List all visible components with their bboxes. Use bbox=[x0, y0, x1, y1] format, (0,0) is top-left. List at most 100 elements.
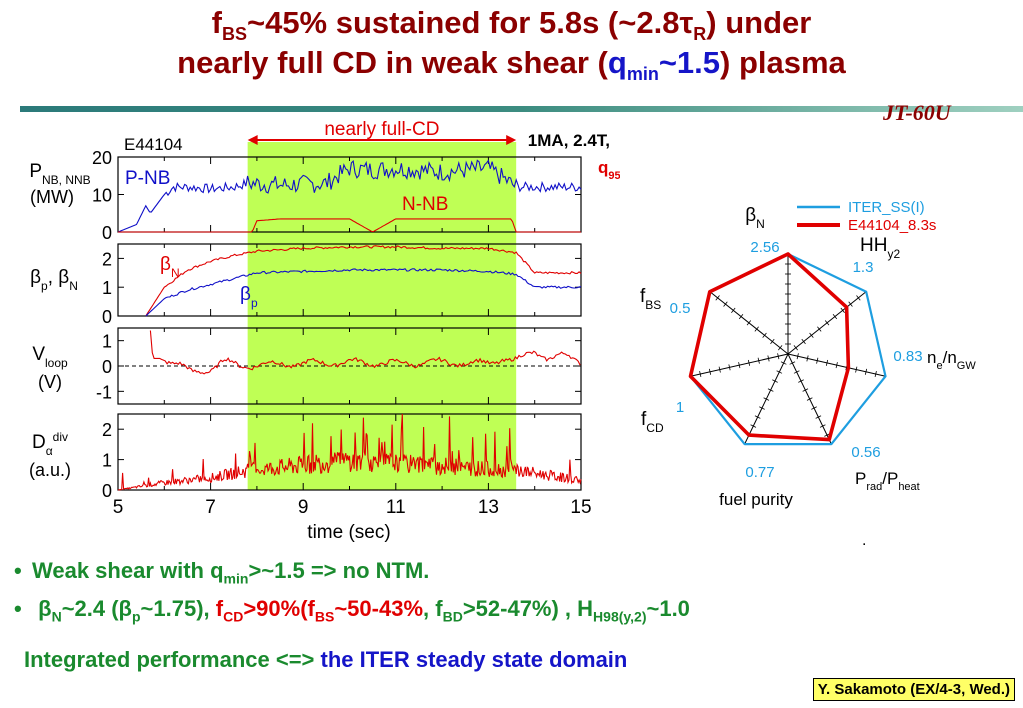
citation-box: Y. Sakamoto (EX/4-3, Wed.) bbox=[812, 678, 1015, 701]
ytick-label-2-1: 0 bbox=[102, 357, 112, 377]
radar-spoke-tick bbox=[731, 307, 736, 313]
ytick-label-1-1: 1 bbox=[102, 278, 112, 298]
conditions-line-1: 1MA, 2.4T, bbox=[528, 131, 610, 150]
ytick-label-3-2: 0 bbox=[102, 481, 112, 501]
radar-spoke-tick bbox=[746, 320, 752, 326]
radar-spoke-tick bbox=[757, 357, 760, 364]
radar-value-5: 1 bbox=[676, 399, 684, 416]
title-divider bbox=[20, 106, 1023, 112]
radar-spoke-tick bbox=[699, 371, 702, 378]
xtick-label-5: 5 bbox=[113, 497, 124, 518]
radar-spoke-tick bbox=[840, 307, 845, 313]
radar-series-1 bbox=[688, 252, 851, 442]
radar-spoke-tick bbox=[718, 366, 721, 373]
shot-number: E44104 bbox=[124, 135, 183, 154]
ylabel-dalpha: Dαdiv bbox=[32, 430, 68, 458]
radar-spoke-tick bbox=[776, 370, 783, 374]
radar-spoke-tick bbox=[811, 406, 817, 410]
radar-spoke-tick bbox=[856, 295, 861, 301]
slide-title-line-2: nearly full CD in weak shear (qmin~1.5) … bbox=[177, 45, 846, 85]
series-label-nnb: N-NB bbox=[402, 194, 448, 215]
radar-spoke-tick bbox=[801, 338, 806, 345]
radar-spoke-tick bbox=[777, 345, 783, 351]
bullet-performance: • βN~2.4 (βp~1.75), fCD>90%(fBS~50-43%, … bbox=[14, 596, 690, 625]
series-1-1 bbox=[145, 268, 582, 317]
radar-chart: ITER_SS(I)E44104_8.3s 2.56 1.3 0.83 0.56 0.77… bbox=[640, 199, 976, 549]
radar-spoke-tick bbox=[780, 361, 787, 365]
band-label: nearly full-CD bbox=[324, 120, 439, 140]
radar-spoke-tick bbox=[874, 371, 877, 378]
radar-spoke-tick bbox=[754, 326, 759, 332]
radar-spoke-tick bbox=[750, 424, 757, 428]
band-arrowhead-right bbox=[506, 135, 517, 145]
radar-spoke-tick bbox=[835, 362, 838, 369]
radar-spoke-tick bbox=[824, 320, 830, 326]
radar-spoke-tick bbox=[728, 364, 731, 371]
integrated-performance-line: Integrated performance <=> the ITER stea… bbox=[24, 647, 628, 672]
ylabel-pnb-unit: (MW) bbox=[30, 187, 74, 207]
xtick-label-13: 13 bbox=[478, 497, 499, 518]
radar-spoke-tick bbox=[798, 379, 804, 383]
xtick-label-11: 11 bbox=[386, 497, 406, 518]
ylabel-vloop: Vloop bbox=[32, 344, 68, 370]
radar-spoke-tick bbox=[806, 355, 809, 362]
radar-spoke-tick bbox=[855, 366, 858, 373]
radar-spoke-tick bbox=[789, 361, 796, 365]
radar-axis-betaN: βN bbox=[745, 205, 765, 231]
ytick-label-0-1: 10 bbox=[92, 186, 112, 206]
radar-legend-label-1: E44104_8.3s bbox=[848, 217, 936, 234]
jt60u-logo: JT-60U bbox=[883, 100, 951, 125]
series-label-pnb: P-NB bbox=[125, 168, 170, 189]
ytick-label-0-2: 0 bbox=[102, 223, 112, 243]
radar-value-4: 0.77 bbox=[745, 464, 774, 481]
radar-spoke-tick bbox=[817, 326, 822, 332]
radar-spoke-tick bbox=[802, 388, 809, 392]
series-3-0 bbox=[117, 413, 582, 491]
ytick-label-2-2: -1 bbox=[96, 382, 112, 402]
conditions-q95: q95~4.5 bbox=[598, 158, 620, 182]
radar-spoke-tick bbox=[723, 301, 728, 307]
radar-spoke-tick bbox=[738, 313, 744, 320]
radar-spoke-tick bbox=[815, 415, 822, 419]
radar-axis-fcd: fCD bbox=[641, 409, 664, 435]
radar-axis-fuel-purity: fuel purity bbox=[719, 490, 793, 509]
radar-value-1: 1.3 bbox=[853, 259, 874, 276]
series-0-0 bbox=[117, 159, 582, 233]
radar-spoke-tick bbox=[864, 368, 868, 375]
radar-spoke-tick bbox=[816, 357, 819, 364]
radar-spoke-tick bbox=[708, 368, 712, 375]
bullet-weak-shear: • Weak shear with qmin>~1.5 => no NTM. bbox=[14, 558, 430, 587]
radar-spoke-tick bbox=[832, 313, 838, 320]
radar-spoke-tick bbox=[848, 301, 853, 307]
series-2-0 bbox=[149, 330, 581, 375]
radar-spoke-tick bbox=[770, 338, 775, 345]
series-1-0 bbox=[145, 245, 582, 317]
xtick-label-9: 9 bbox=[298, 497, 309, 518]
radar-spoke-tick bbox=[777, 353, 780, 360]
radar-spoke-tick bbox=[772, 379, 778, 383]
ytick-label-3-0: 2 bbox=[102, 420, 112, 440]
radar-value-0: 2.56 bbox=[750, 239, 779, 256]
ylabel-beta: βp, βN bbox=[30, 267, 78, 293]
series-0-1 bbox=[118, 218, 581, 233]
radar-value-3: 0.56 bbox=[851, 444, 880, 461]
ylabel-dalpha-unit: (a.u.) bbox=[29, 460, 71, 480]
x-axis-title: time (sec) bbox=[307, 522, 390, 543]
radar-spoke-tick bbox=[819, 424, 826, 428]
ylabel-vloop-unit: (V) bbox=[38, 372, 62, 392]
radar-spoke-tick bbox=[793, 370, 800, 374]
ytick-label-2-0: 1 bbox=[102, 332, 112, 352]
series-label-betap: βp bbox=[240, 284, 258, 310]
radar-spoke-tick bbox=[767, 388, 774, 392]
ytick-label-3-1: 1 bbox=[102, 451, 112, 471]
band-arrowhead-left bbox=[247, 135, 258, 145]
radar-spoke-tick bbox=[809, 332, 814, 338]
radar-spoke-tick bbox=[796, 353, 799, 360]
radar-spoke-tick bbox=[715, 295, 720, 301]
ytick-label-0-0: 20 bbox=[92, 148, 112, 168]
radar-spoke-tick bbox=[763, 397, 770, 401]
radar-value-2: 0.83 bbox=[893, 348, 922, 365]
radar-spoke-tick bbox=[754, 415, 761, 419]
radar-axis-prad-pheat: Prad/Pheat bbox=[855, 469, 920, 493]
